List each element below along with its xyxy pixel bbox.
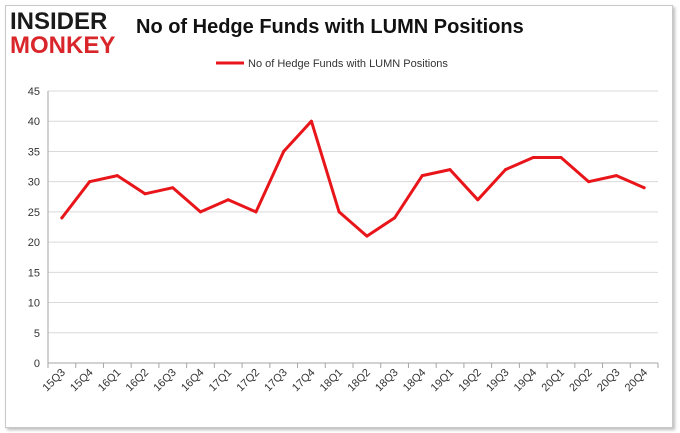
x-tick-label: 15Q4 <box>68 367 96 395</box>
x-tick-label: 15Q3 <box>40 367 68 395</box>
data-point <box>614 174 618 178</box>
y-tick-label: 25 <box>28 207 40 219</box>
x-tick-label: 18Q4 <box>401 367 429 395</box>
x-tick-label: 19Q2 <box>456 367 484 395</box>
y-tick-labels: 0 5 10 15 20 25 30 35 40 45 <box>28 86 40 370</box>
data-point <box>309 119 313 123</box>
series-line <box>60 119 646 238</box>
x-tick-label: 16Q3 <box>151 367 179 395</box>
data-point <box>199 210 202 214</box>
x-tick-labels: 15Q3 15Q4 16Q1 16Q2 16Q3 16Q4 17Q1 17Q2 17Q3 17Q4… <box>40 367 650 395</box>
x-tick-label: 17Q3 <box>262 367 290 395</box>
data-point <box>587 180 591 184</box>
y-tick-label: 40 <box>28 116 40 128</box>
data-point <box>365 234 369 238</box>
logo-line-1: INSIDER <box>10 8 108 35</box>
legend: No of Hedge Funds with LUMN Positions <box>216 58 448 70</box>
x-tick-label: 19Q1 <box>429 367 457 395</box>
data-point <box>115 174 119 178</box>
x-tick-label: 16Q4 <box>179 367 207 395</box>
data-point <box>88 180 92 184</box>
data-point <box>393 216 397 220</box>
series <box>60 119 646 238</box>
data-point <box>337 210 341 214</box>
legend-label: No of Hedge Funds with LUMN Positions <box>248 58 448 70</box>
y-tick-label: 5 <box>34 328 40 340</box>
x-tick-label: 20Q1 <box>540 367 568 395</box>
y-tick-label: 10 <box>28 298 40 310</box>
x-tick-label: 18Q3 <box>373 367 401 395</box>
data-point <box>171 186 175 190</box>
y-tick-label: 20 <box>28 237 40 249</box>
data-point <box>559 155 563 159</box>
data-point <box>254 210 258 214</box>
chart-title: No of Hedge Funds with LUMN Positions <box>136 16 524 38</box>
data-point <box>420 174 424 178</box>
y-tick-label: 30 <box>28 177 40 189</box>
y-tick-label: 15 <box>28 267 40 279</box>
y-tick-label: 0 <box>34 358 40 370</box>
grid-lines <box>48 90 658 334</box>
data-point <box>143 192 147 196</box>
data-point <box>504 168 507 172</box>
data-point <box>642 186 646 190</box>
chart-frame <box>5 5 673 428</box>
x-tick-label: 17Q4 <box>290 367 318 395</box>
x-tick-label: 17Q2 <box>235 367 263 395</box>
x-tick-label: 20Q3 <box>595 367 623 395</box>
x-tick-label: 16Q2 <box>124 367 152 395</box>
y-tick-label: 45 <box>28 86 40 98</box>
insider-monkey-logo: INSIDER MONKEY <box>10 10 126 58</box>
x-tick-label: 16Q1 <box>96 367 124 395</box>
x-tick-label: 18Q2 <box>345 367 373 395</box>
x-tick-label: 20Q2 <box>567 367 595 395</box>
axes <box>47 91 659 368</box>
data-point <box>448 168 452 172</box>
x-tick-label: 18Q1 <box>318 367 346 395</box>
data-point <box>226 198 230 202</box>
data-point <box>282 149 286 153</box>
x-tick-label: 19Q4 <box>512 367 540 395</box>
y-tick-label: 35 <box>28 146 40 158</box>
x-tick-label: 19Q3 <box>484 367 512 395</box>
x-tick-label: 17Q1 <box>207 367 235 395</box>
logo-line-2: MONKEY <box>10 32 116 59</box>
x-tick-label: 20Q4 <box>623 367 651 395</box>
data-point <box>531 155 535 159</box>
data-point <box>60 216 64 220</box>
data-point <box>476 198 480 202</box>
